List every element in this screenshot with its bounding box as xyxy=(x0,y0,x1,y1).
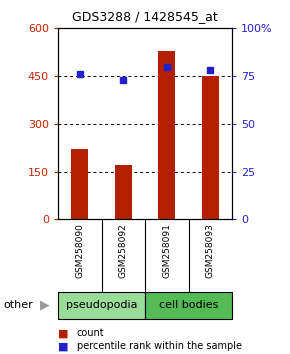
Text: GSM258092: GSM258092 xyxy=(119,223,128,278)
Point xyxy=(164,64,169,69)
Text: count: count xyxy=(77,329,104,338)
Text: GSM258091: GSM258091 xyxy=(162,223,171,278)
Bar xyxy=(158,51,175,219)
Text: cell bodies: cell bodies xyxy=(159,300,218,310)
Bar xyxy=(58,292,145,319)
Text: GSM258090: GSM258090 xyxy=(75,223,84,278)
Text: GDS3288 / 1428545_at: GDS3288 / 1428545_at xyxy=(72,10,218,23)
Text: percentile rank within the sample: percentile rank within the sample xyxy=(77,341,242,351)
Text: GSM258093: GSM258093 xyxy=(206,223,215,278)
Point xyxy=(77,72,82,77)
Point xyxy=(208,68,213,73)
Text: ▶: ▶ xyxy=(40,299,50,312)
Text: ■: ■ xyxy=(58,341,68,351)
Bar xyxy=(71,149,88,219)
Bar xyxy=(115,165,132,219)
Text: other: other xyxy=(3,300,33,310)
Text: pseudopodia: pseudopodia xyxy=(66,300,137,310)
Bar xyxy=(145,292,232,319)
Bar xyxy=(202,76,219,219)
Point xyxy=(121,77,126,83)
Text: ■: ■ xyxy=(58,329,68,338)
